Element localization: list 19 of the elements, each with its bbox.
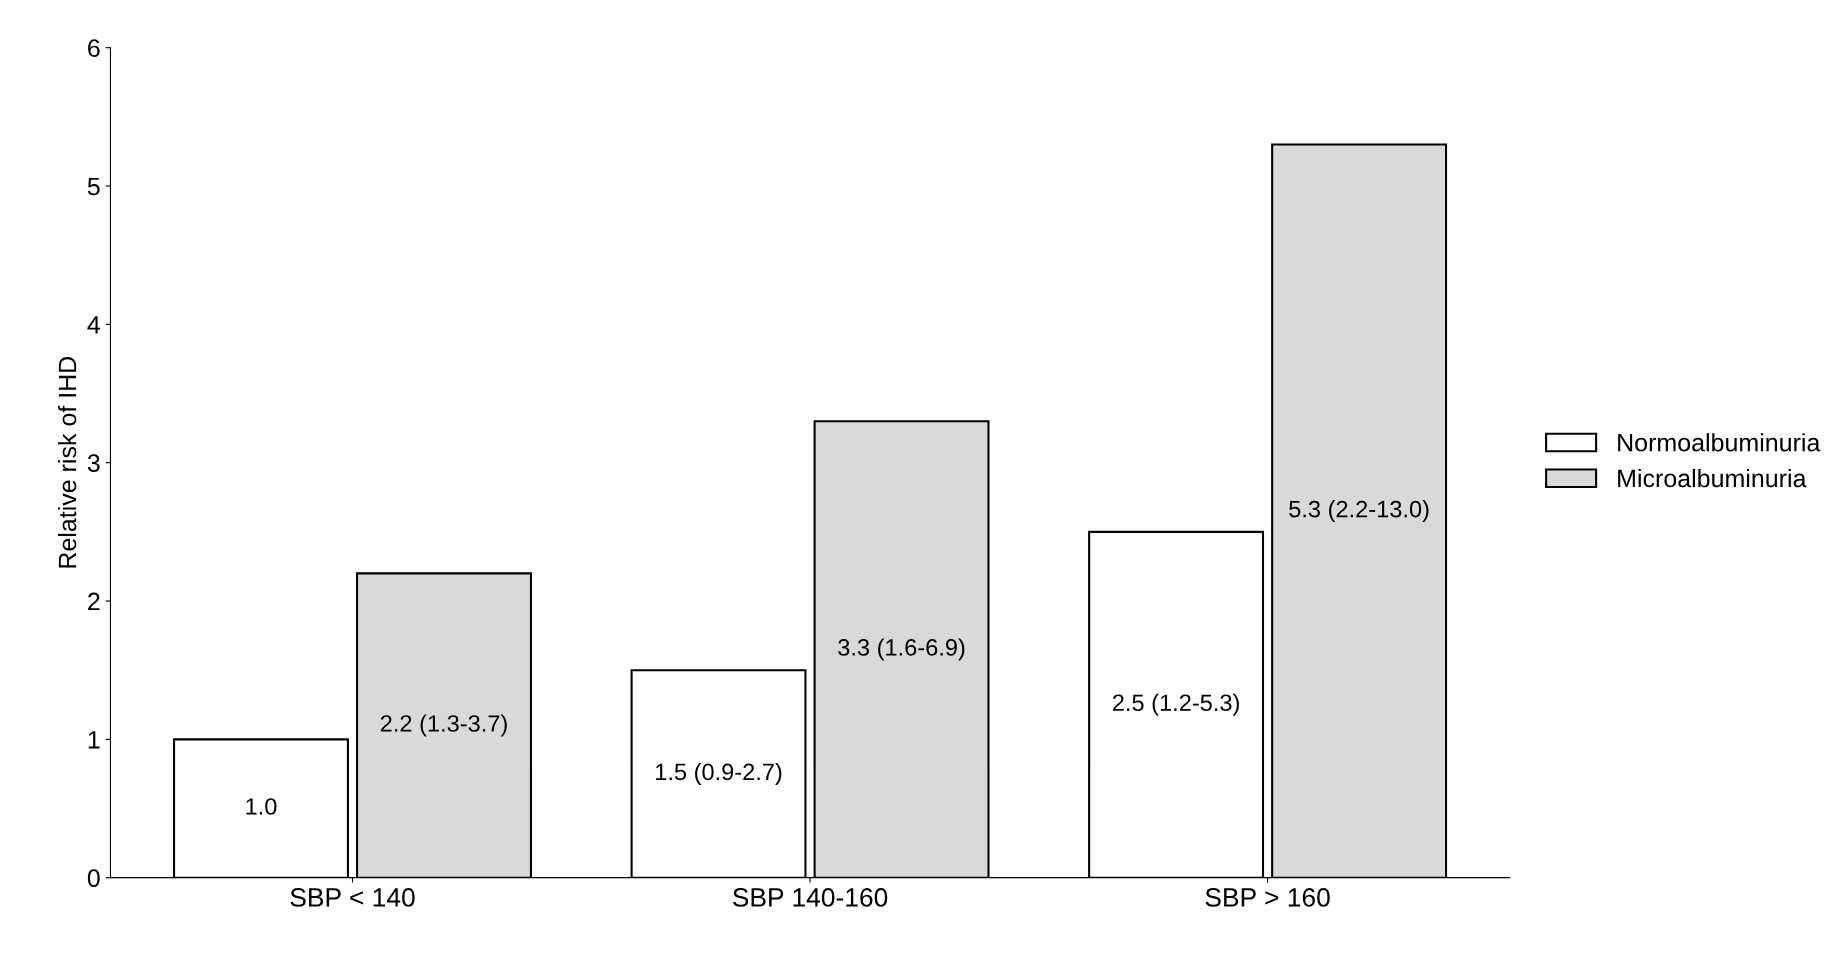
data-label: 3.3 (1.6-6.9) bbox=[838, 638, 965, 661]
y-axis-title: Relative risk of IHD bbox=[57, 356, 77, 568]
data-label: 2.5 (1.2-5.3) bbox=[1112, 693, 1239, 716]
data-label: 1.0 bbox=[246, 798, 277, 815]
y-tick-label: 1 bbox=[88, 731, 100, 749]
x-tick-label: SBP 140-160 bbox=[732, 888, 888, 907]
data-label: 2.2 (1.3-3.7) bbox=[380, 714, 507, 737]
y-tick-label: 3 bbox=[87, 454, 100, 472]
x-tick-label: SBP < 140 bbox=[290, 888, 415, 907]
data-label: 1.5 (0.9-2.7) bbox=[656, 762, 782, 785]
x-tick-label: SBP > 160 bbox=[1205, 888, 1330, 907]
y-tick-label: 4 bbox=[87, 316, 101, 334]
y-tick-label: 2 bbox=[88, 592, 100, 611]
y-tick-label: 5 bbox=[87, 177, 100, 196]
legend-label: Normoalbuminuria bbox=[1618, 433, 1821, 452]
y-tick-label: 0 bbox=[87, 869, 100, 887]
legend-label: Microalbuminuria bbox=[1618, 468, 1807, 488]
y-tick-label: 6 bbox=[88, 39, 100, 57]
data-label: 5.3 (2.2-13.0) bbox=[1289, 500, 1429, 523]
